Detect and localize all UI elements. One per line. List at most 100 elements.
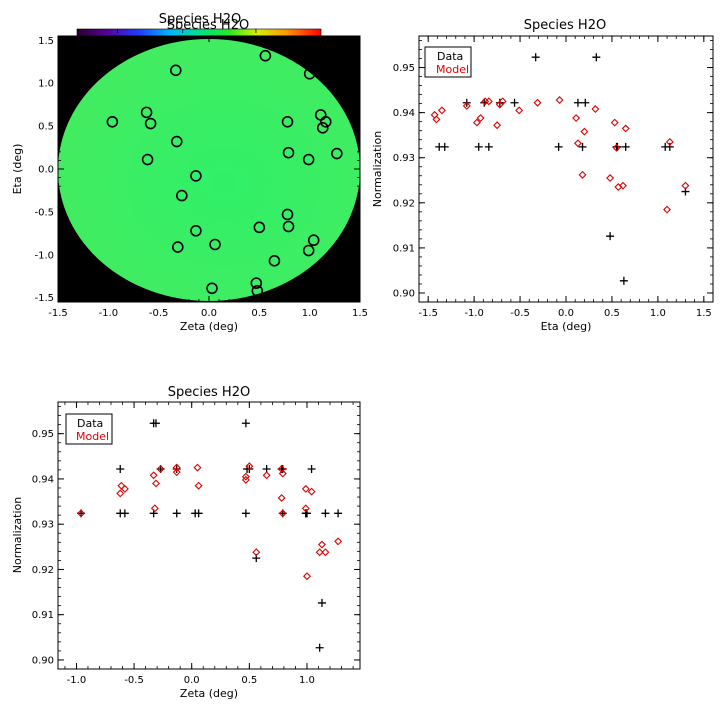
panel3-xtick-label: -1.0 <box>67 675 87 686</box>
panel3-model-point <box>315 548 324 557</box>
panel2-model-point <box>484 97 493 106</box>
panel2-data-point <box>606 232 615 241</box>
panel3-ylabel: Normalization <box>11 497 24 573</box>
panel2-data-point <box>578 142 587 151</box>
panel3-model-point <box>149 471 158 480</box>
panel2-xtick-label: -0.5 <box>510 308 530 319</box>
panel3-data-point <box>321 509 330 518</box>
panel2-data-point <box>440 142 449 151</box>
panel3-model-point <box>301 504 310 513</box>
panel3-model-point <box>262 471 271 480</box>
map-point <box>106 116 119 128</box>
panel2-ytick-label: 0.93 <box>393 153 415 164</box>
panel2-model-point <box>493 121 502 130</box>
panel3-model-point <box>278 509 287 518</box>
panel3-model-point <box>278 469 287 478</box>
panel1-xlabel: Zeta (deg) <box>180 320 238 333</box>
panel1-xtick-label: -0.5 <box>149 308 169 319</box>
map-point <box>282 146 295 159</box>
panel3-data-point <box>315 643 324 652</box>
panel-zeta-normalization: Species H2O -1.0 -0.5 0.0 0.5 1.0 0.90 0.91 0.9… <box>11 385 361 700</box>
panel3-data-point <box>241 419 250 428</box>
map-point <box>206 282 218 295</box>
map-point <box>176 189 188 202</box>
panel3-data-point <box>334 509 343 518</box>
panel2-axes: -1.5 -1.0 -0.5 0.0 0.5 1.0 1.5 0.90 0.91 0.92 0.93… <box>393 36 714 319</box>
panel1-ytick-label: 1.0 <box>38 79 54 90</box>
panel3-ytick-label: 0.92 <box>32 565 54 576</box>
panel2-xtick-label: 1.0 <box>650 308 666 319</box>
panel2-model-point <box>591 105 600 114</box>
panel3-model-point <box>120 484 129 493</box>
panel2-model-point <box>437 106 446 115</box>
panel1-ytick-label: 1.5 <box>38 36 54 47</box>
panel3-model-point <box>241 475 250 484</box>
panel2-model-point <box>533 98 542 107</box>
map-point <box>141 153 154 166</box>
panel1-ytick-label: 0.5 <box>38 122 54 133</box>
panel2-model-point <box>432 115 441 124</box>
colorbar <box>76 28 322 37</box>
panel1-ytick-label: -1.0 <box>34 250 54 261</box>
panel3-xtick-label: 0.5 <box>241 675 257 686</box>
panel2-model-point <box>572 114 581 123</box>
panel3-model-point <box>116 489 125 498</box>
panel3-model-point <box>194 481 203 490</box>
panel1-ytick-label: -0.5 <box>34 207 54 218</box>
map-disk <box>58 39 360 301</box>
panel3-model-point <box>241 472 250 481</box>
panel3-model-point <box>245 462 254 471</box>
panel1-title: Species H2O <box>159 12 241 27</box>
panel2-xtick-label: 0.5 <box>604 308 620 319</box>
panel2-model-point <box>621 124 630 133</box>
map-point <box>170 135 183 148</box>
panel2-model-point <box>578 170 587 179</box>
panel3-data-point <box>116 464 125 473</box>
map-point <box>302 153 315 166</box>
panel2-model-point <box>515 106 524 115</box>
panel3-data-point <box>120 509 129 518</box>
panel3-model-point <box>151 479 160 488</box>
panel1-xtick-label: -1.5 <box>48 308 68 319</box>
panel2-xtick-label: 1.5 <box>696 308 712 319</box>
panel2-model-point <box>498 97 507 106</box>
panel2-data-point <box>621 142 630 151</box>
panel2-model-point <box>606 174 615 182</box>
panel1-axes: -1.5 -1.0 -0.5 0.0 0.5 1.0 1.5 -1.5 -1.0 -0.5 0.0 0… <box>34 36 367 319</box>
panel2-data-point <box>592 53 601 62</box>
map-markers <box>106 49 343 297</box>
map-point <box>190 170 202 182</box>
panel3-model-point <box>317 540 326 549</box>
panel2-model-point <box>462 101 471 110</box>
panel3-model-point <box>334 537 343 546</box>
panel2-model-point <box>612 143 621 152</box>
panel2-markers <box>430 53 690 285</box>
map-point <box>253 221 266 234</box>
panel3-xtick-label: 0.0 <box>184 675 200 686</box>
panel2-ytick-label: 0.92 <box>393 198 415 209</box>
panel3-model-point <box>252 548 261 557</box>
panel3-model-point <box>172 463 181 472</box>
panel2-model-point <box>665 137 674 146</box>
panel3-data-point <box>172 509 181 518</box>
panel2-model-point <box>681 181 690 190</box>
panel2-legend-box <box>424 46 472 78</box>
panel3-model-point <box>321 548 330 557</box>
panel3-model-point <box>77 509 86 518</box>
panel1-ytick-label: 0.0 <box>38 165 54 176</box>
map-point <box>171 241 184 253</box>
panel3-model-point <box>156 464 165 473</box>
map-point <box>190 224 202 237</box>
panel3-legend-box <box>65 413 113 445</box>
panel2-legend-model: Model <box>436 63 469 76</box>
panel3-xlabel: Zeta (deg) <box>180 687 238 700</box>
panel1-xtick-label: 0.5 <box>251 308 267 319</box>
panel1-ylabel: Eta (deg) <box>11 144 24 195</box>
panel2-data-point <box>510 98 519 107</box>
map-point <box>251 285 264 297</box>
panel2-ytick-label: 0.94 <box>393 108 415 119</box>
map-point <box>303 67 316 80</box>
panel3-data-point <box>307 464 316 473</box>
panel3-axes: -1.0 -0.5 0.0 0.5 1.0 0.90 0.91 0.92 0.93 0.94 0.9… <box>32 402 360 686</box>
